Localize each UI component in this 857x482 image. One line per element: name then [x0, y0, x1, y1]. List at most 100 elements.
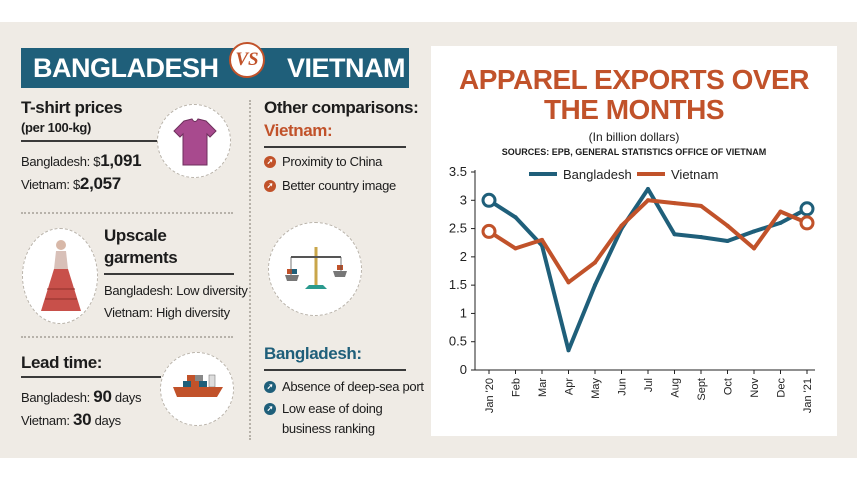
divider-1: [21, 212, 233, 214]
title-banner: BANGLADESH VIETNAM: [21, 48, 409, 88]
scales-illustration: [268, 222, 362, 316]
tshirt-title: T-shirt prices: [21, 98, 123, 117]
tshirt-subtitle: (per 100-kg): [21, 120, 92, 135]
banner-right: VIETNAM: [287, 53, 406, 83]
tshirt-bd-value: 1,091: [100, 151, 142, 170]
chart-title-2: THE MONTHS: [543, 94, 725, 125]
tshirt-bd: Bangladesh: $1,091: [21, 151, 142, 171]
x-tick-label: Dec: [776, 378, 788, 398]
line-chart: 0 0.5 1 1.5 2 2.5 3 3.5 Jan '20 Feb Mar Apr May Jun Ju…: [449, 164, 815, 413]
chart-sources: SOURCES: EPB, GENERAL STATISTICS OFFICE …: [501, 147, 767, 157]
x-tick-label: Mar: [537, 378, 549, 397]
y-tick-label: 1.5: [449, 277, 467, 292]
data-point-bangladesh: [646, 186, 650, 191]
upscale-vn: Vietnam: High diversity: [104, 305, 230, 320]
data-point-vietnam: [566, 280, 571, 285]
data-point-bangladesh: [799, 201, 815, 217]
y-tick-label: 0.5: [449, 334, 467, 349]
tshirt-vn-value: 2,057: [79, 174, 121, 193]
y-tick-label: 0: [460, 362, 467, 377]
vertical-divider: [249, 100, 251, 440]
data-point-vietnam: [646, 198, 650, 203]
upscale-title-2: garments: [104, 248, 178, 267]
tshirt-rule: [21, 140, 161, 142]
x-tick-label: May: [590, 378, 602, 399]
ship-icon: [173, 374, 223, 397]
divider-2: [21, 336, 233, 338]
x-tick-label: Apr: [564, 378, 576, 395]
bangladesh-item-1: Absence of deep-sea port: [282, 379, 424, 394]
x-tick-label: Jan '20: [484, 378, 496, 413]
x-tick-label: Feb: [511, 378, 523, 397]
x-tick-label: Sept: [696, 378, 708, 401]
balance-scale-icon: [285, 247, 347, 289]
chart-title: APPAREL EXPORTS OVER: [459, 64, 809, 95]
data-point-bangladesh: [752, 229, 756, 234]
vs-badge: VS: [229, 42, 265, 78]
legend-label-bangladesh: Bangladesh: [563, 167, 632, 182]
bangladesh-rule: [264, 369, 406, 371]
dress-illustration: [22, 228, 98, 324]
lead-title: Lead time:: [21, 353, 103, 372]
arrow-bullet-icon: ➚: [264, 381, 276, 393]
arrow-bullet-icon: ➚: [264, 156, 276, 168]
vietnam-item-2: Better country image: [282, 178, 396, 193]
series-line-vietnam: [487, 198, 808, 285]
lead-vn-label: Vietnam:: [21, 413, 70, 428]
y-tick-label: 2.5: [449, 221, 467, 236]
lead-rule: [21, 376, 161, 378]
upscale-rule: [104, 273, 234, 275]
x-tick-label: Jul: [643, 378, 655, 392]
y-tick-label: 3.5: [449, 164, 467, 179]
y-tick-label: 1: [460, 305, 467, 320]
data-point-vietnam: [672, 201, 677, 206]
lead-bd: Bangladesh: 90 days: [21, 387, 141, 407]
lead-vn: Vietnam: 30 days: [21, 410, 121, 430]
vietnam-heading: Vietnam:: [264, 121, 333, 140]
vietnam-item-1: Proximity to China: [282, 154, 383, 169]
data-point-vietnam: [540, 237, 544, 242]
data-point-vietnam: [799, 215, 815, 231]
tshirt-illustration: [157, 104, 231, 178]
lead-bd-value: 90: [93, 387, 112, 406]
x-tick-label: Nov: [749, 378, 761, 398]
upscale-bd: Bangladesh: Low diversity: [104, 283, 248, 298]
data-point-bangladesh: [593, 283, 597, 288]
data-point-vietnam: [593, 260, 597, 265]
data-point-vietnam: [481, 223, 497, 239]
lead-vn-value: 30: [72, 410, 92, 429]
lead-bd-unit: days: [114, 390, 142, 405]
data-point-vietnam: [778, 209, 783, 214]
data-point-bangladesh: [725, 239, 730, 244]
chart-subtitle: (In billion dollars): [588, 130, 680, 144]
bangladesh-item-3: business ranking: [282, 421, 375, 436]
x-tick-label: Jun: [617, 378, 629, 396]
data-point-bangladesh: [699, 235, 703, 240]
y-tick-label: 2: [460, 249, 467, 264]
x-tick-label: Jan '21: [802, 378, 814, 413]
arrow-bullet-icon: ➚: [264, 180, 276, 192]
legend-label-vietnam: Vietnam: [671, 167, 718, 182]
tshirt-icon: [173, 118, 217, 166]
arrow-bullet-icon: ➚: [264, 403, 276, 415]
data-point-vietnam: [513, 246, 518, 251]
data-point-vietnam: [619, 223, 624, 228]
tshirt-vn-label: Vietnam: $: [21, 177, 80, 192]
series-line-bangladesh: [487, 187, 808, 353]
tshirt-bd-label: Bangladesh: $: [21, 154, 101, 169]
lead-vn-unit: days: [94, 413, 122, 428]
vietnam-rule: [264, 146, 406, 148]
x-tick-label: Aug: [670, 378, 682, 398]
chart-panel: APPAREL EXPORTS OVER THE MONTHS (In bill…: [431, 46, 837, 436]
lead-bd-label: Bangladesh:: [21, 390, 90, 405]
data-point-vietnam: [752, 246, 756, 251]
data-point-bangladesh: [566, 348, 571, 353]
x-tick-label: Oct: [723, 378, 735, 395]
other-title: Other comparisons:: [264, 98, 419, 117]
tshirt-vn: Vietnam: $2,057: [21, 174, 121, 194]
ship-illustration: [160, 352, 234, 426]
y-tick-label: 3: [460, 192, 467, 207]
dress-icon: [41, 240, 81, 311]
data-point-bangladesh: [513, 215, 518, 220]
data-point-bangladesh: [778, 220, 783, 225]
